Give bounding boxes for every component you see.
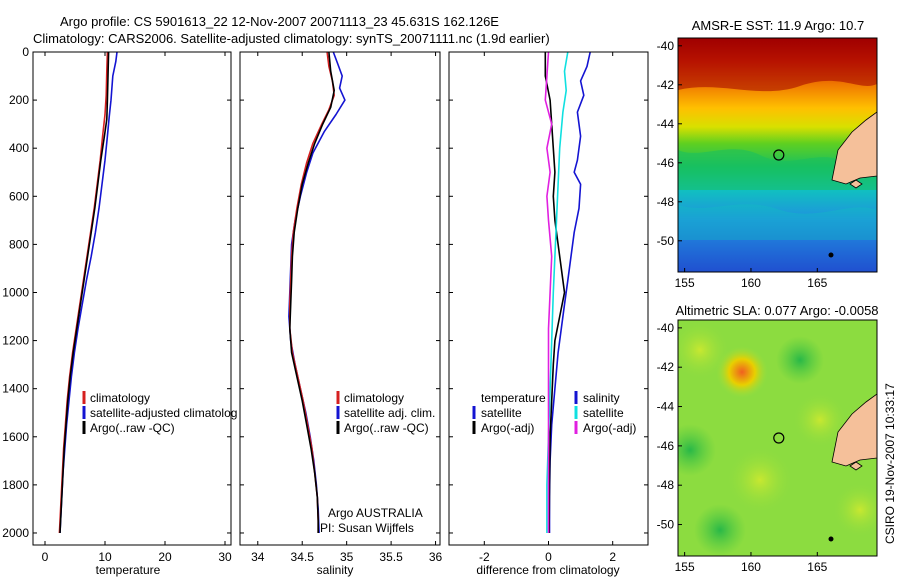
temperature-ticks: 0 200 400 600 800 1000 1200 1400 1600 1800 2000 0 10… <box>2 45 232 564</box>
legend-label-sal-satellite: satellite <box>583 406 624 420</box>
y-tick-label: 600 <box>9 189 29 203</box>
lon-tick-label: 165 <box>807 560 827 574</box>
lat-tick-label: -42 <box>657 78 675 92</box>
x-tick-label: 36 <box>429 550 443 564</box>
sst-argo-marker <box>773 149 785 161</box>
legend-label-temp-argo: Argo(-adj) <box>481 421 534 435</box>
lon-tick-label: 165 <box>807 276 827 290</box>
lat-tick-label: -42 <box>657 360 675 374</box>
legend-label-climatology: climatology <box>344 391 404 405</box>
x-tick-label: 0 <box>545 550 552 564</box>
y-tick-label: 1600 <box>2 430 29 444</box>
sst-map-title: AMSR-E SST: 11.9 Argo: 10.7 <box>692 18 864 33</box>
sst-map-panel: AMSR-E SST: 11.9 Argo: 10.7 -40 -42 -44 -46… <box>657 18 878 290</box>
pi-label: PI: Susan Wijffels <box>320 521 414 535</box>
temperature-axes-frame <box>32 51 232 546</box>
sst-map-frame <box>677 37 878 273</box>
lon-tick-label: 155 <box>675 276 695 290</box>
legend-label-climatology: climatology <box>90 391 150 405</box>
sla-map-title: Altimetric SLA: 0.077 Argo: -0.0058 <box>675 303 878 318</box>
legend-label-sal-argo: Argo(-adj) <box>583 421 636 435</box>
y-tick-label: 400 <box>9 141 29 155</box>
series-line-satellite <box>548 51 591 533</box>
series-line-satellite-adj-clim- <box>288 51 346 534</box>
lat-tick-label: -48 <box>657 478 675 492</box>
legend-header-temperature: temperature <box>481 391 546 405</box>
x-tick-label: 20 <box>158 550 172 564</box>
difference-axes-frame <box>448 51 649 546</box>
y-tick-label: 0 <box>22 45 29 59</box>
y-tick-label: 2000 <box>2 526 29 540</box>
x-tick-label: 35.5 <box>379 550 403 564</box>
legend-label-satellite-adjusted: satellite-adjusted climatolog <box>90 406 237 420</box>
lat-tick-label: -50 <box>657 518 675 532</box>
x-tick-label: -2 <box>479 550 490 564</box>
x-tick-label: 30 <box>218 550 232 564</box>
salinity-legend: climatology satellite adj. clim. Argo(..… <box>336 391 435 435</box>
difference-xlabel: difference from climatology <box>476 563 619 577</box>
difference-ticks: -2 0 2 <box>449 51 648 564</box>
sla-map-ticks: -40 -42 -44 -46 -48 -50 155 160 165 <box>657 321 828 574</box>
sla-field <box>678 320 877 556</box>
legend-header-salinity: salinity <box>583 391 620 405</box>
lat-tick-label: -48 <box>657 195 675 209</box>
temperature-xlabel: temperature <box>96 563 161 577</box>
salinity-panel: 34 34.5 35 35.5 36 salinity climatology sate… <box>239 51 443 577</box>
new-zealand-land <box>831 393 877 467</box>
lon-tick-label: 155 <box>675 560 695 574</box>
lat-tick-label: -40 <box>657 321 675 335</box>
y-tick-label: 1000 <box>2 285 29 299</box>
series-line-argo-raw-qc- <box>288 51 336 533</box>
lon-tick-label: 160 <box>741 276 761 290</box>
y-tick-label: 1200 <box>2 334 29 348</box>
series-line-climatology <box>288 51 336 533</box>
x-tick-label: 34 <box>251 550 265 564</box>
new-zealand-land <box>831 111 877 185</box>
sst-field <box>678 38 877 272</box>
legend-label-satellite-adj: satellite adj. clim. <box>344 406 435 420</box>
lat-tick-label: -46 <box>657 156 675 170</box>
series-line-argo-adj- <box>544 51 553 533</box>
temperature-lines <box>58 51 118 534</box>
lat-tick-label: -40 <box>657 39 675 53</box>
sst-map-ticks: -40 -42 -44 -46 -48 -50 155 160 165 <box>657 39 828 290</box>
y-tick-label: 800 <box>9 237 29 251</box>
salinity-ticks: 34 34.5 35 35.5 36 <box>240 51 443 564</box>
series-line-argo-raw-qc- <box>59 51 110 534</box>
x-tick-label: 35 <box>340 550 354 564</box>
x-tick-label: 0 <box>42 550 49 564</box>
salinity-lines <box>288 51 346 534</box>
sla-map-frame <box>677 319 878 557</box>
lat-tick-label: -50 <box>657 234 675 248</box>
difference-legend: temperature salinity satellite Argo(-adj… <box>472 391 636 435</box>
x-tick-label: 2 <box>609 550 616 564</box>
temperature-panel: 0 200 400 600 800 1000 1200 1400 1600 1800 2000 0 10… <box>2 45 237 577</box>
series-line-climatology <box>58 51 109 534</box>
timestamp-label: CSIRO 19-Nov-2007 10:33:17 <box>883 383 897 544</box>
difference-lines <box>544 51 591 534</box>
y-tick-label: 1400 <box>2 382 29 396</box>
lat-tick-label: -46 <box>657 439 675 453</box>
salinity-xlabel: salinity <box>317 563 354 577</box>
argo-program-label: Argo AUSTRALIA <box>328 506 423 520</box>
legend-label-temp-satellite: satellite <box>481 406 522 420</box>
x-tick-label: 34.5 <box>291 550 315 564</box>
legend-label-argo: Argo(..raw -QC) <box>90 421 175 435</box>
header-line-1: Argo profile: CS 5901613_22 12-Nov-2007 … <box>60 14 499 29</box>
sla-argo-marker <box>773 432 785 444</box>
series-line-satellite-adjusted-climatolog <box>59 51 118 534</box>
difference-panel: -2 0 2 difference from climatology tempera… <box>448 51 649 577</box>
y-tick-label: 200 <box>9 93 29 107</box>
salinity-axes-frame <box>239 51 441 546</box>
lat-tick-label: -44 <box>657 117 675 131</box>
sla-map-panel: Altimetric SLA: 0.077 Argo: -0.0058 -40-… <box>657 303 879 574</box>
lon-tick-label: 160 <box>741 560 761 574</box>
header-line-2: Climatology: CARS2006. Satellite-adjuste… <box>33 31 550 46</box>
lat-tick-label: -44 <box>657 400 675 414</box>
legend-label-argo: Argo(..raw -QC) <box>344 421 429 435</box>
x-tick-label: 10 <box>98 550 112 564</box>
y-tick-label: 1800 <box>2 478 29 492</box>
temperature-legend: climatology satellite-adjusted climatolo… <box>82 391 237 435</box>
